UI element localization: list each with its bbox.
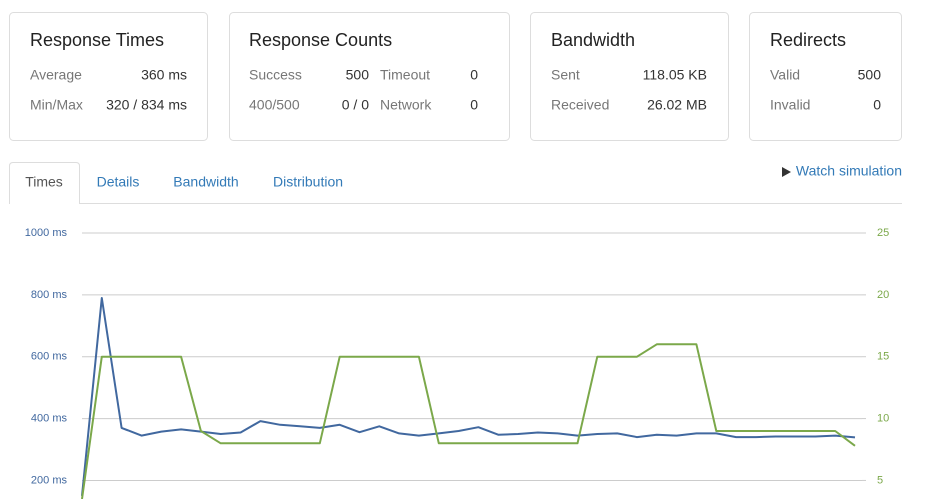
stat-label: Average: [30, 67, 82, 83]
tab[interactable]: Times: [25, 174, 63, 190]
y2-tick-label: 20: [877, 289, 889, 301]
play-icon[interactable]: [782, 167, 791, 177]
y2-tick-label: 15: [877, 351, 889, 363]
stat-card: [749, 12, 902, 141]
stat-label: Sent: [551, 67, 580, 83]
stat-label: Valid: [770, 67, 800, 83]
tab[interactable]: Distribution: [273, 174, 343, 190]
y2-tick-label: 5: [877, 474, 883, 486]
stat-label: Min/Max: [30, 97, 83, 113]
tab[interactable]: Details: [97, 174, 140, 190]
stat-value: 0: [470, 97, 478, 113]
stat-label: Timeout: [380, 67, 430, 83]
stat-card: [9, 12, 208, 141]
card-title: Bandwidth: [551, 30, 635, 50]
stat-value: 500: [858, 67, 882, 83]
y-tick-label: 400 ms: [31, 412, 68, 424]
stat-value: 0: [470, 67, 478, 83]
stat-value: 0: [873, 97, 881, 113]
stat-label: 400/500: [249, 97, 300, 113]
y2-tick-label: 10: [877, 412, 889, 424]
stat-label: Invalid: [770, 97, 810, 113]
y-tick-label: 200 ms: [31, 474, 68, 486]
stat-value: 118.05 KB: [643, 67, 707, 83]
y-tick-label: 800 ms: [31, 289, 68, 301]
stat-label: Success: [249, 67, 302, 83]
y2-tick-label: 25: [877, 227, 889, 239]
active-tab[interactable]: [9, 162, 80, 204]
series-line: [81, 343, 856, 499]
stat-value: 360 ms: [141, 67, 187, 83]
stat-label: Received: [551, 97, 609, 113]
stat-value: 26.02 MB: [647, 97, 707, 113]
tab[interactable]: Bandwidth: [173, 174, 238, 190]
y-tick-label: 600 ms: [31, 351, 68, 363]
y-tick-label: 1000 ms: [25, 227, 68, 239]
stat-value: 320 / 834 ms: [106, 97, 187, 113]
stat-value: 0 / 0: [342, 97, 369, 113]
card-title: Response Counts: [249, 30, 392, 50]
card-title: Redirects: [770, 30, 846, 50]
card-title: Response Times: [30, 30, 164, 50]
series-line: [81, 297, 856, 496]
watch-link[interactable]: Watch simulation: [796, 163, 902, 179]
stat-card: [530, 12, 729, 141]
stat-card: [229, 12, 510, 141]
stat-label: Network: [380, 97, 432, 113]
stat-value: 500: [346, 67, 370, 83]
